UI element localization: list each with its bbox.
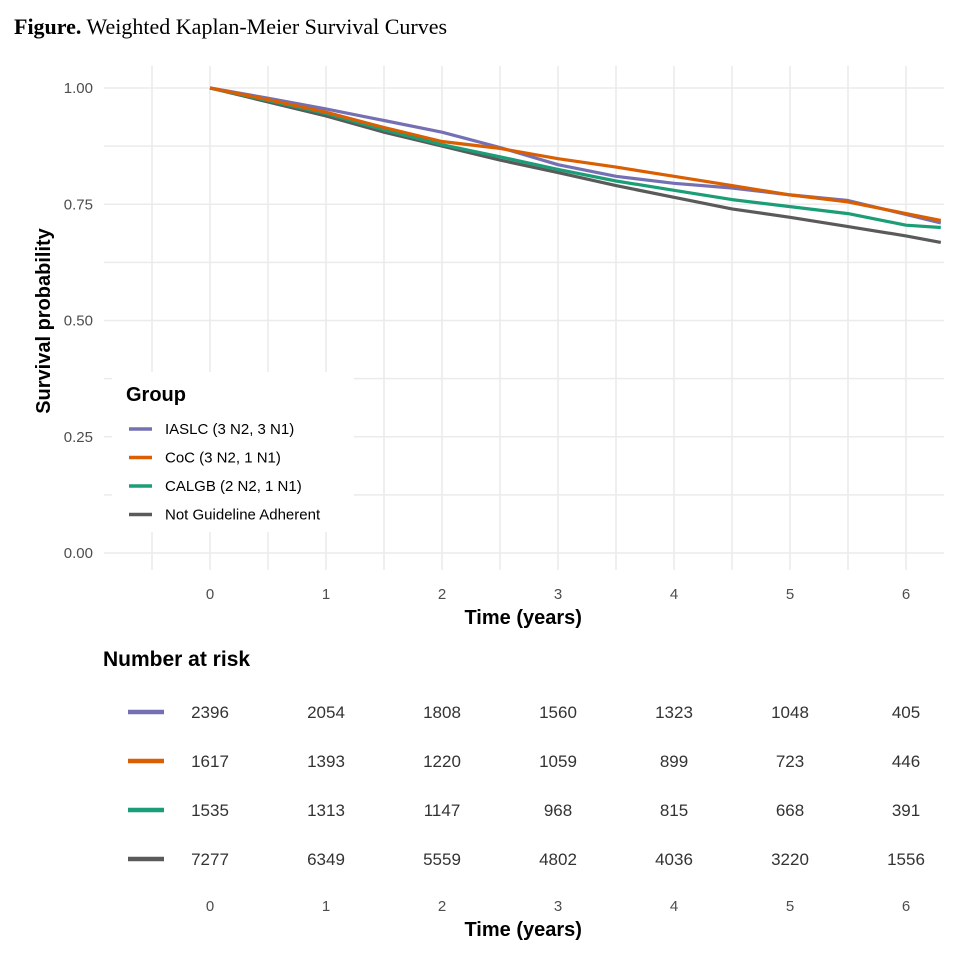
risk-value: 6349 [307,850,345,869]
risk-value: 1808 [423,703,461,722]
x-tick-label: 3 [554,586,562,603]
risk-value: 968 [544,801,572,820]
risk-value: 3220 [771,850,809,869]
risk-value: 1560 [539,703,577,722]
risk-value: 1617 [191,752,229,771]
risk-x-tick-label: 1 [322,898,330,915]
legend-label: CoC (3 N2, 1 N1) [165,450,281,467]
x-tick-label: 1 [322,586,330,603]
risk-value: 4036 [655,850,693,869]
risk-x-tick-label: 5 [786,898,794,915]
figure-caption: Figure. Weighted Kaplan-Meier Survival C… [14,14,447,40]
legend-label: IASLC (3 N2, 3 N1) [165,421,294,438]
risk-value: 899 [660,752,688,771]
figure-caption-text: Weighted Kaplan-Meier Survival Curves [86,14,448,39]
y-tick-label: 0.50 [64,313,93,330]
risk-value: 1556 [887,850,925,869]
x-tick-label: 2 [438,586,446,603]
risk-table-title: Number at risk [103,648,250,671]
risk-value: 7277 [191,850,229,869]
x-tick-label: 0 [206,586,214,603]
y-tick-label: 0.25 [64,429,93,446]
risk-value: 1535 [191,801,229,820]
risk-value: 1048 [771,703,809,722]
risk-value: 2396 [191,703,229,722]
y-tick-label: 0.00 [64,545,93,562]
risk-value: 723 [776,752,804,771]
risk-x-tick-label: 2 [438,898,446,915]
legend-label: Not Guideline Adherent [165,507,321,524]
legend: Group IASLC (3 N2, 3 N1) CoC (3 N2, 1 N1)… [112,372,354,532]
legend-label: CALGB (2 N2, 1 N1) [165,478,302,495]
series-line-2 [209,86,942,223]
plot-grid [104,66,944,570]
y-tick-label: 1.00 [64,80,93,97]
x-axis-ticks: 0 1 2 3 4 5 6 [206,586,910,603]
figure-caption-label: Figure. [14,14,82,39]
risk-value: 5559 [423,850,461,869]
y-axis-ticks: 0.00 0.25 0.50 0.75 1.00 [64,80,93,562]
risk-value: 405 [892,703,920,722]
risk-x-tick-label: 6 [902,898,910,915]
risk-value: 815 [660,801,688,820]
risk-value: 2054 [307,703,345,722]
legend-title: Group [126,384,186,406]
risk-table: Number at risk Time (years) 2396 2054 1808… [103,648,925,941]
risk-value: 1323 [655,703,693,722]
risk-value: 1220 [423,752,461,771]
x-axis-title: Time (years) [464,607,581,629]
y-tick-label: 0.75 [64,196,93,213]
risk-x-tick-label: 4 [670,898,678,915]
series-line-1 [209,86,942,225]
risk-value: 1147 [424,801,461,820]
risk-value: 391 [892,801,920,820]
risk-value: 4802 [539,850,577,869]
risk-value: 1393 [307,752,345,771]
survival-curves [209,86,942,244]
risk-value: 1059 [539,752,577,771]
risk-value: 1313 [307,801,345,820]
risk-x-tick-label: 3 [554,898,562,915]
legend-background [112,372,354,532]
x-tick-label: 6 [902,586,910,603]
series-line-4 [209,86,942,244]
y-axis-title: Survival probability [33,227,55,413]
risk-value: 668 [776,801,804,820]
risk-x-tick-label: 0 [206,898,214,915]
risk-table-x-axis-title: Time (years) [464,919,581,941]
x-tick-label: 4 [670,586,678,603]
risk-value: 446 [892,752,920,771]
x-tick-label: 5 [786,586,794,603]
